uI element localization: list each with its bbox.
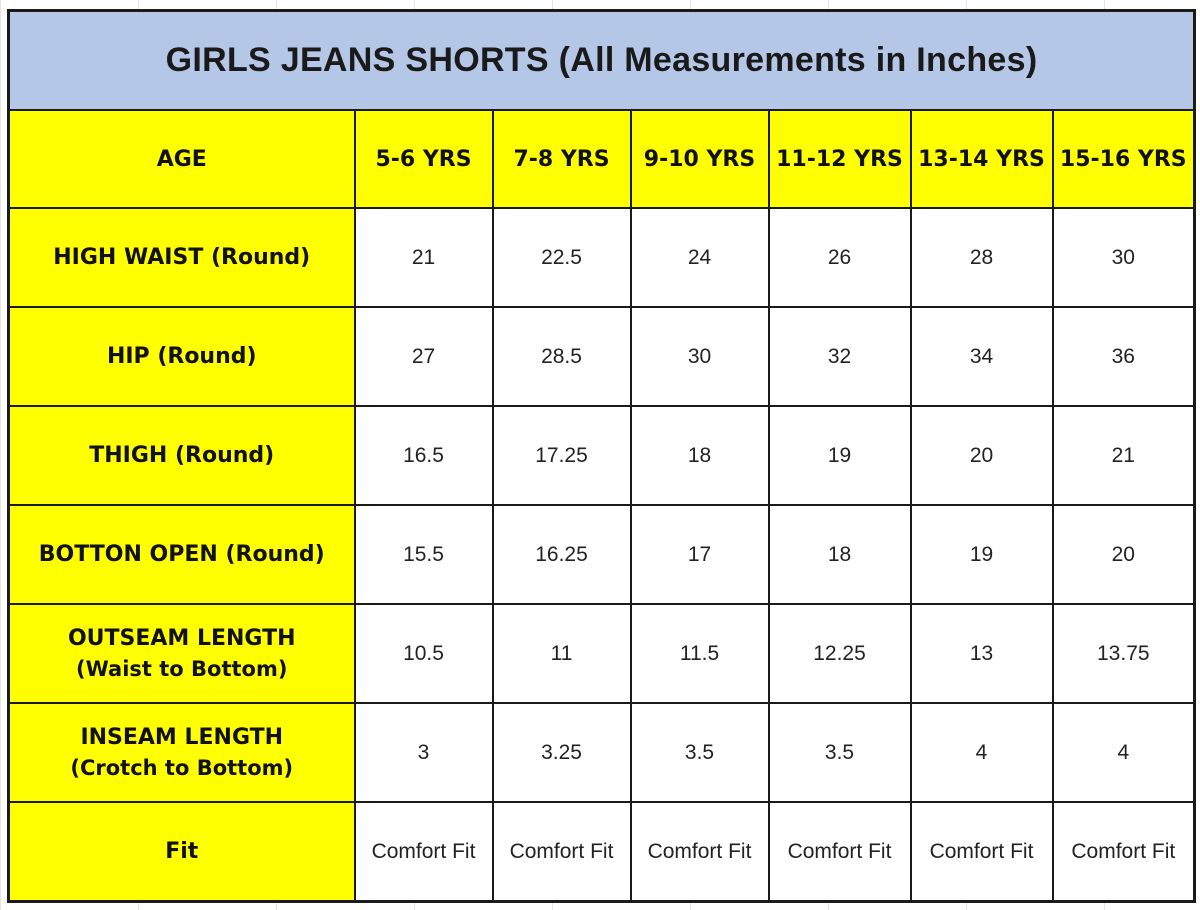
row-label-text: OUTSEAM LENGTH	[67, 625, 296, 651]
measurement-cell: 21	[353, 207, 494, 308]
measurement-cell: 10.5	[353, 603, 494, 704]
measurement-cell: Comfort Fit	[909, 801, 1054, 903]
row-label-text: INSEAM LENGTH	[80, 724, 284, 750]
measurement-cell: 32	[767, 306, 912, 407]
size-header: 11-12 YRS	[767, 109, 912, 209]
measurement-cell: 18	[767, 504, 912, 605]
measurement-cell: 17	[629, 504, 770, 605]
measurement-cell: 30	[1051, 207, 1196, 308]
measurement-cell: 11.5	[629, 603, 770, 704]
measurement-cell: 18	[629, 405, 770, 506]
table-row: Fit Comfort Fit Comfort Fit Comfort Fit Comf…	[7, 801, 1196, 903]
measurement-cell: 11	[491, 603, 632, 704]
row-label: HIP (Round)	[7, 306, 356, 407]
measurement-cell: 36	[1051, 306, 1196, 407]
table-row: HIP (Round) 27 28.5 30 32 34 36	[7, 306, 1196, 407]
measurement-rows: HIGH WAIST (Round) 21 22.5 24 26 28 30 HIP (Rou…	[7, 207, 1196, 903]
row-label: HIGH WAIST (Round)	[7, 207, 356, 308]
row-label-text: THIGH (Round)	[89, 442, 275, 468]
size-header: 7-8 YRS	[491, 109, 632, 209]
size-header: 15-16 YRS	[1051, 109, 1196, 209]
header-row: AGE 5-6 YRS 7-8 YRS 9-10 YRS 11-12 YRS 1…	[7, 109, 1196, 209]
size-header: 5-6 YRS	[353, 109, 494, 209]
row-label-text: BOTTON OPEN (Round)	[38, 541, 325, 567]
measurement-cell: 26	[767, 207, 912, 308]
age-header: AGE	[7, 109, 356, 209]
row-label-subtext: (Waist to Bottom)	[76, 656, 288, 681]
measurement-cell: 3.5	[767, 702, 912, 803]
measurement-cell: 27	[353, 306, 494, 407]
measurement-cell: 20	[1051, 504, 1196, 605]
measurement-cell: 3.5	[629, 702, 770, 803]
measurement-cell: 3	[353, 702, 494, 803]
measurement-cell: 16.5	[353, 405, 494, 506]
table-row: THIGH (Round) 16.5 17.25 18 19 20 21	[7, 405, 1196, 506]
measurement-cell: 28	[909, 207, 1054, 308]
row-label: OUTSEAM LENGTH (Waist to Bottom)	[7, 603, 356, 704]
measurement-cell: 24	[629, 207, 770, 308]
measurement-cell: 17.25	[491, 405, 632, 506]
row-label-text: HIGH WAIST (Round)	[53, 244, 311, 270]
table-title: GIRLS JEANS SHORTS (All Measurements in …	[7, 9, 1196, 111]
row-label-text: Fit	[165, 838, 199, 864]
size-header: 9-10 YRS	[629, 109, 770, 209]
size-header: 13-14 YRS	[909, 109, 1054, 209]
measurement-cell: Comfort Fit	[353, 801, 494, 903]
row-label: INSEAM LENGTH (Crotch to Bottom)	[7, 702, 356, 803]
row-label: BOTTON OPEN (Round)	[7, 504, 356, 605]
measurement-cell: 22.5	[491, 207, 632, 308]
measurement-cell: 13.75	[1051, 603, 1196, 704]
measurement-cell: 19	[767, 405, 912, 506]
measurement-cell: 16.25	[491, 504, 632, 605]
table-row: HIGH WAIST (Round) 21 22.5 24 26 28 30	[7, 207, 1196, 308]
measurement-cell: 34	[909, 306, 1054, 407]
row-label-subtext: (Crotch to Bottom)	[70, 755, 294, 780]
measurement-cell: 28.5	[491, 306, 632, 407]
measurement-cell: 30	[629, 306, 770, 407]
measurement-cell: Comfort Fit	[491, 801, 632, 903]
measurement-cell: 15.5	[353, 504, 494, 605]
row-label: Fit	[7, 801, 356, 903]
measurement-cell: Comfort Fit	[629, 801, 770, 903]
size-chart-table: GIRLS JEANS SHORTS (All Measurements in …	[7, 9, 1197, 903]
measurement-cell: Comfort Fit	[1051, 801, 1196, 903]
measurement-cell: 3.25	[491, 702, 632, 803]
measurement-cell: 19	[909, 504, 1054, 605]
title-row: GIRLS JEANS SHORTS (All Measurements in …	[7, 9, 1196, 111]
measurement-cell: 4	[1051, 702, 1196, 803]
measurement-cell: 12.25	[767, 603, 912, 704]
measurement-cell: 13	[909, 603, 1054, 704]
measurement-cell: 21	[1051, 405, 1196, 506]
measurement-cell: Comfort Fit	[767, 801, 912, 903]
table-row: BOTTON OPEN (Round) 15.5 16.25 17 18 19 20	[7, 504, 1196, 605]
row-label: THIGH (Round)	[7, 405, 356, 506]
table-row: INSEAM LENGTH (Crotch to Bottom) 3 3.25 3.5 3…	[7, 702, 1196, 803]
measurement-cell: 4	[909, 702, 1054, 803]
table-row: OUTSEAM LENGTH (Waist to Bottom) 10.5 11 11.…	[7, 603, 1196, 704]
measurement-cell: 20	[909, 405, 1054, 506]
row-label-text: HIP (Round)	[106, 343, 257, 369]
